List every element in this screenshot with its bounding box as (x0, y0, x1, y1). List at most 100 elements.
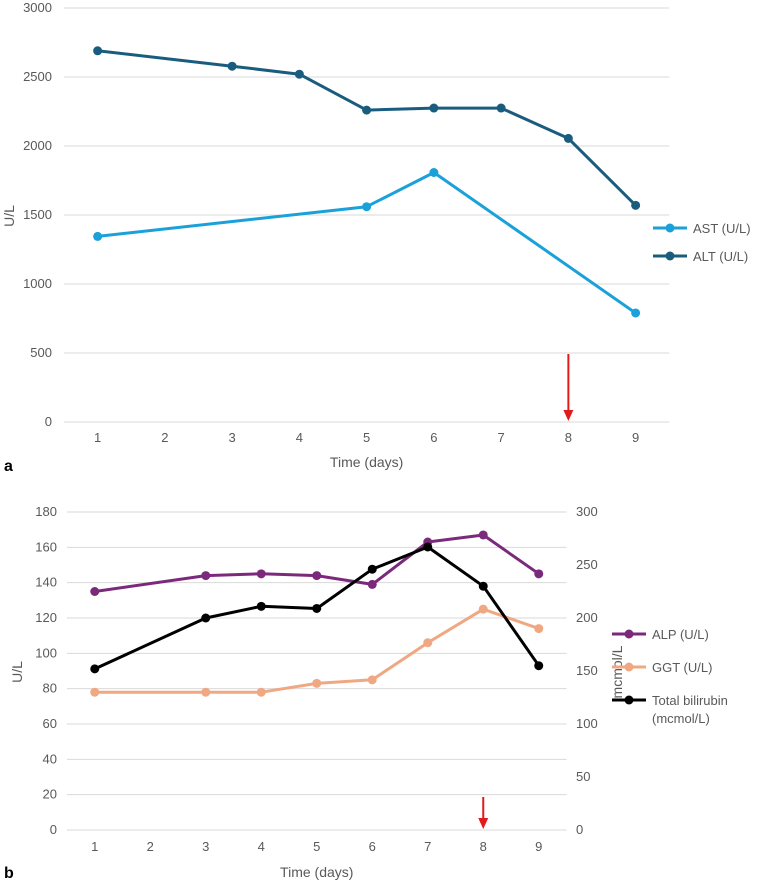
series-line-2 (97, 49, 637, 207)
y-right-tick-label: 50 (576, 769, 590, 784)
y-tick-label: 180 (35, 504, 57, 519)
data-point (496, 103, 506, 113)
y-tick-label: 100 (35, 645, 57, 660)
y-tick-label: 160 (35, 539, 57, 554)
y-tick-label: 2000 (23, 138, 52, 153)
y-right-tick-label: 0 (576, 822, 583, 837)
x-tick-label: 2 (147, 839, 154, 854)
data-point (90, 664, 100, 674)
data-point (362, 105, 372, 115)
y-tick-label: 1500 (23, 207, 52, 222)
y-tick-label: 3000 (23, 0, 52, 15)
arrow-head (563, 410, 574, 421)
data-point (423, 542, 433, 552)
data-point (93, 231, 103, 241)
data-point (93, 46, 103, 56)
panel-label: a (4, 458, 13, 475)
data-point (563, 133, 573, 143)
data-point (227, 61, 237, 71)
y-right-tick-label: 100 (576, 716, 598, 731)
x-axis-title: Time (days) (330, 454, 403, 470)
data-point (367, 675, 377, 685)
data-point (256, 687, 266, 697)
x-axis-title: Time (days) (280, 864, 353, 880)
x-tick-label: 7 (498, 430, 505, 445)
data-point (478, 581, 488, 591)
data-point (534, 661, 544, 671)
data-point (429, 103, 439, 113)
y-right-tick-label: 200 (576, 610, 598, 625)
y-axis-title: U/L (1, 205, 17, 227)
legend-label: ALP (U/L) (652, 627, 709, 642)
data-point (534, 624, 544, 634)
legend-marker (665, 251, 675, 261)
y-tick-label: 500 (30, 345, 52, 360)
panel-label: b (4, 865, 14, 882)
legend-label: ALT (U/L) (693, 249, 748, 264)
x-tick-label: 1 (94, 430, 101, 445)
series-line-2 (94, 607, 540, 694)
x-tick-label: 3 (202, 839, 209, 854)
x-tick-label: 4 (258, 839, 265, 854)
y-tick-label: 40 (43, 751, 57, 766)
x-tick-label: 8 (480, 839, 487, 854)
y-axis-title: U/L (9, 661, 25, 683)
data-point (478, 604, 488, 614)
y-tick-label: 0 (50, 822, 57, 837)
x-tick-label: 9 (535, 839, 542, 854)
y-tick-label: 20 (43, 787, 57, 802)
y-tick-label: 80 (43, 681, 57, 696)
legend-marker (665, 223, 675, 233)
data-point (312, 571, 322, 581)
data-point (256, 569, 266, 579)
x-tick-label: 2 (161, 430, 168, 445)
series-line-1 (97, 171, 637, 315)
data-point (201, 613, 211, 623)
data-point (429, 167, 439, 177)
legend-label: AST (U/L) (693, 221, 751, 236)
data-point (90, 687, 100, 697)
data-point (362, 202, 372, 212)
y-tick-label: 120 (35, 610, 57, 625)
data-point (294, 69, 304, 79)
legend-marker (624, 695, 634, 705)
y-tick-label: 140 (35, 575, 57, 590)
data-point (201, 687, 211, 697)
series-line-1 (94, 533, 540, 593)
data-point (478, 530, 488, 540)
x-tick-label: 5 (363, 430, 370, 445)
y-right-axis-title: mcmol/L (609, 645, 625, 698)
y-tick-label: 1000 (23, 276, 52, 291)
y-tick-label: 60 (43, 716, 57, 731)
legend-marker (624, 629, 634, 639)
data-point (256, 601, 266, 611)
data-point (631, 308, 641, 318)
data-point (312, 603, 322, 613)
legend-label: Total bilirubin (652, 693, 728, 708)
data-point (312, 678, 322, 688)
x-tick-label: 6 (369, 839, 376, 854)
arrow-head (478, 818, 489, 829)
data-point (367, 579, 377, 589)
series-line-3 (94, 545, 541, 671)
x-tick-label: 7 (424, 839, 431, 854)
legend-label: (mcmol/L) (652, 711, 710, 726)
data-point (631, 200, 641, 210)
legend-label: GGT (U/L) (652, 660, 712, 675)
y-right-tick-label: 150 (576, 663, 598, 678)
x-tick-label: 3 (229, 430, 236, 445)
x-tick-label: 4 (296, 430, 303, 445)
data-point (534, 569, 544, 579)
y-right-tick-label: 250 (576, 557, 598, 572)
data-point (367, 564, 377, 574)
y-tick-label: 0 (45, 414, 52, 429)
x-tick-label: 8 (565, 430, 572, 445)
data-point (201, 571, 211, 581)
legend-marker (624, 662, 634, 672)
y-right-tick-label: 300 (576, 504, 598, 519)
x-tick-label: 9 (632, 430, 639, 445)
x-tick-label: 1 (91, 839, 98, 854)
data-point (90, 587, 100, 596)
y-tick-label: 2500 (23, 69, 52, 84)
